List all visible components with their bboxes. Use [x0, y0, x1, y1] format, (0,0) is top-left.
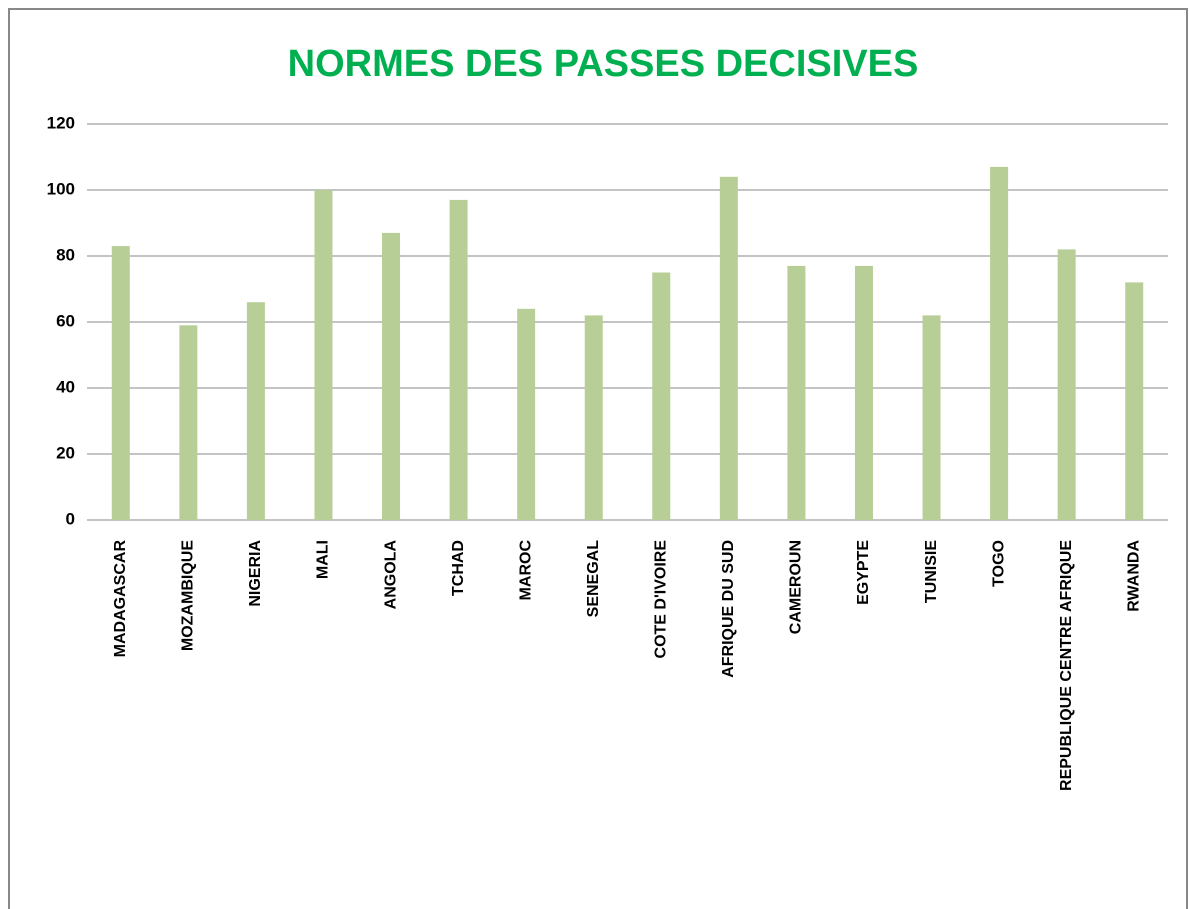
- bar: [382, 232, 401, 520]
- chart-title: NORMES DES PASSES DECISIVES: [288, 43, 919, 85]
- bar: [449, 199, 468, 520]
- y-tick-label: 80: [56, 245, 75, 264]
- bar: [990, 166, 1009, 520]
- x-tick-label: TCHAD: [450, 540, 467, 596]
- bar: [1125, 282, 1144, 520]
- x-tick-label: RWANDA: [1125, 540, 1142, 612]
- x-tick-label: TUNISIE: [923, 540, 940, 603]
- y-tick-label: 40: [56, 377, 75, 396]
- x-tick-label: TOGO: [990, 540, 1007, 587]
- bar: [719, 176, 738, 521]
- x-tick-label: EGYPTE: [855, 540, 872, 605]
- y-tick-label: 0: [66, 509, 75, 528]
- bar: [314, 190, 333, 520]
- x-tick-label: NIGERIA: [247, 540, 264, 607]
- x-tick-label: MADAGASCAR: [112, 540, 129, 658]
- x-tick-label: AFRIQUE DU SUD: [720, 540, 737, 678]
- bar: [246, 302, 265, 520]
- bar: [1057, 249, 1076, 520]
- x-tick-label: REPUBLIQUE CENTRE AFRIQUE: [1058, 540, 1075, 791]
- x-tick-label: COTE D'IVOIRE: [653, 540, 670, 659]
- bar: [179, 325, 198, 520]
- bar: [854, 265, 873, 520]
- y-tick-label: 100: [47, 179, 75, 198]
- x-tick-label: MAROC: [517, 540, 534, 601]
- bar: [517, 308, 536, 520]
- x-tick-label: CAMEROUN: [788, 540, 805, 634]
- bar: [111, 246, 130, 520]
- y-tick-label: 20: [56, 443, 75, 462]
- y-tick-label: 60: [56, 311, 75, 330]
- bar: [652, 272, 671, 520]
- x-tick-label: ANGOLA: [382, 540, 399, 610]
- y-tick-label: 120: [47, 113, 75, 132]
- x-tick-label: MOZAMBIQUE: [180, 540, 197, 651]
- x-tick-label: SENEGAL: [585, 540, 602, 618]
- x-tick-label: MALI: [315, 540, 332, 579]
- bar: [584, 315, 603, 520]
- bar: [787, 265, 806, 520]
- bar: [922, 315, 941, 520]
